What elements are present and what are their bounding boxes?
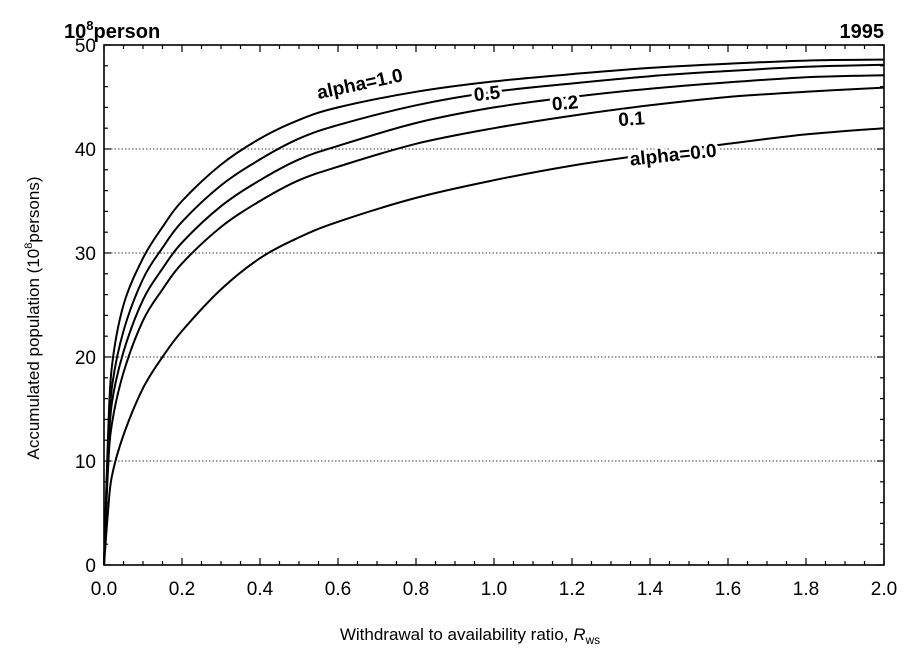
x-axis-title: Withdrawal to availability ratio, Rws	[340, 625, 600, 647]
title-base: 10	[64, 21, 86, 43]
x-axis-title-main: Withdrawal to availability ratio,	[340, 625, 573, 644]
y-axis-title: Accumulated population (108persons)	[23, 176, 43, 459]
x-axis-title-symbol: R	[573, 625, 585, 644]
series-line-4	[104, 128, 884, 565]
plot-frame	[104, 45, 884, 565]
y-tick-label: 30	[75, 244, 96, 265]
curve-label: alpha=0.0	[629, 141, 718, 171]
curve-label: 0.1	[618, 108, 646, 131]
x-tick-label: 0.0	[91, 579, 117, 600]
x-tick-label: 1.8	[793, 579, 819, 600]
x-axis-title-sub: ws	[584, 633, 600, 647]
x-tick-label: 2.0	[871, 579, 897, 600]
title-rest: person	[93, 21, 160, 43]
curve-label: 0.5	[473, 82, 502, 106]
series-line-3	[104, 88, 884, 565]
chart-title-right: 1995	[840, 21, 885, 43]
x-tick-label: 1.4	[637, 579, 664, 600]
y-tick-label: 20	[75, 348, 96, 369]
x-tick-label: 1.6	[715, 579, 741, 600]
series-layer	[104, 60, 884, 565]
series-line-0	[104, 60, 884, 565]
title-sup: 8	[86, 18, 93, 33]
x-tick-label: 0.4	[247, 579, 274, 600]
x-tick-label: 0.6	[325, 579, 351, 600]
x-tick-label: 0.8	[403, 579, 429, 600]
x-tick-label: 1.0	[481, 579, 507, 600]
y-axis-title-end: persons)	[24, 176, 43, 242]
y-tick-label: 0	[85, 556, 96, 577]
chart-title-left: 108person	[64, 18, 160, 43]
curve-label: alpha=1.0	[315, 65, 405, 104]
y-axis-title-main: Accumulated population (10	[24, 249, 43, 460]
y-tick-label: 10	[75, 452, 96, 473]
curve-label: 0.2	[551, 92, 579, 115]
y-tick-label: 40	[75, 140, 96, 161]
grid-layer	[104, 149, 884, 461]
x-tick-label: 0.2	[169, 579, 195, 600]
x-tick-label: 1.2	[559, 579, 585, 600]
